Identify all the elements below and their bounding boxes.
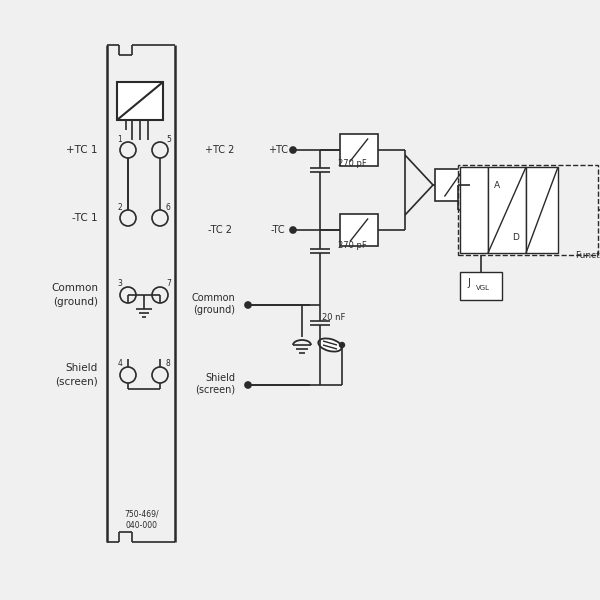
Text: D: D: [512, 233, 520, 242]
Text: VGL: VGL: [476, 285, 490, 291]
Bar: [435, 169, 470, 201]
Text: Common: Common: [51, 283, 98, 293]
Circle shape: [290, 227, 296, 233]
Text: 6: 6: [166, 202, 171, 211]
Text: Common: Common: [191, 293, 235, 303]
Circle shape: [245, 382, 251, 388]
Text: 270 pF: 270 pF: [338, 241, 367, 250]
Bar: [460, 272, 502, 300]
Ellipse shape: [319, 338, 341, 352]
Text: 7: 7: [166, 280, 171, 289]
Circle shape: [245, 302, 251, 308]
Bar: [488, 167, 526, 253]
Text: (screen): (screen): [55, 377, 98, 387]
Text: (ground): (ground): [53, 297, 98, 307]
Text: 040-000: 040-000: [126, 520, 158, 529]
Text: +TC: +TC: [268, 145, 288, 155]
Bar: [460, 167, 488, 253]
Text: Shield: Shield: [66, 363, 98, 373]
Text: 5: 5: [166, 134, 171, 143]
Circle shape: [340, 343, 344, 347]
Bar: [117, 82, 163, 120]
Bar: [526, 167, 558, 253]
Circle shape: [290, 147, 296, 153]
Text: +TC 2: +TC 2: [205, 145, 235, 155]
Text: +TC 1: +TC 1: [67, 145, 98, 155]
Text: 270 pF: 270 pF: [338, 160, 367, 169]
Bar: [340, 134, 378, 166]
Text: -TC 1: -TC 1: [73, 213, 98, 223]
Text: 8: 8: [166, 359, 171, 368]
Text: A: A: [494, 181, 500, 190]
Bar: [340, 214, 378, 246]
Text: J: J: [467, 278, 470, 288]
Text: 3: 3: [117, 280, 122, 289]
Text: 2: 2: [117, 202, 122, 211]
Text: 750-469/: 750-469/: [125, 509, 160, 518]
Bar: [458, 165, 598, 255]
Text: (ground): (ground): [193, 305, 235, 315]
Text: -TC 2: -TC 2: [208, 225, 232, 235]
Text: -TC: -TC: [271, 225, 286, 235]
Text: Shield: Shield: [205, 373, 235, 383]
Text: (screen): (screen): [195, 385, 235, 395]
Text: 1: 1: [117, 134, 122, 143]
Text: 4: 4: [117, 359, 122, 368]
Text: Function: Function: [575, 251, 600, 259]
Text: 20 nF: 20 nF: [322, 313, 346, 322]
